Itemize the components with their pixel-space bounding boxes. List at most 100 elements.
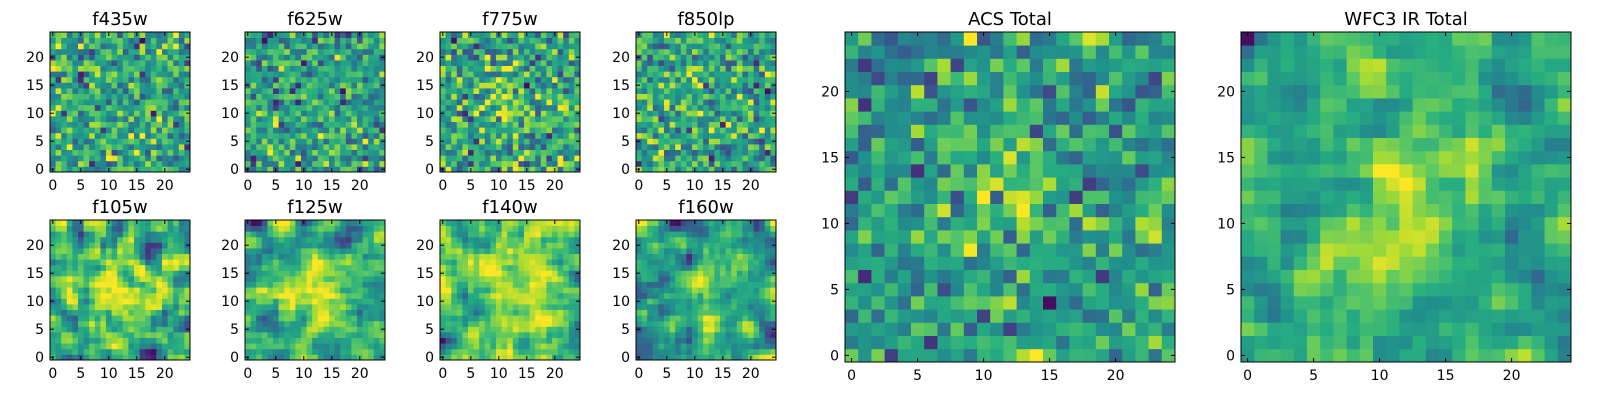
heatmap-cell (462, 88, 469, 94)
heatmap-cell (301, 104, 307, 111)
heatmap-cell (675, 99, 682, 106)
heatmap-cell (636, 343, 642, 350)
heatmap-cell (456, 149, 463, 156)
heatmap-cell (345, 132, 352, 139)
heatmap-cell (546, 326, 553, 333)
y-tick-label: 5 (230, 134, 239, 150)
heatmap-cell (490, 225, 497, 232)
heatmap-cell (150, 32, 157, 38)
heatmap-cell (139, 121, 146, 128)
heatmap-cell (636, 292, 642, 299)
heatmap-cell (267, 138, 274, 145)
heatmap-cell (479, 236, 486, 243)
heatmap-cell (647, 276, 654, 282)
heatmap-cell (692, 88, 698, 94)
heatmap-cell (692, 332, 698, 338)
heatmap-cell (574, 320, 581, 327)
heatmap-cell (162, 160, 168, 167)
heatmap-cell (351, 292, 358, 299)
heatmap-cell (312, 93, 319, 100)
heatmap-cell (162, 60, 168, 66)
heatmap-cell (692, 315, 698, 322)
heatmap-cell (184, 37, 191, 44)
heatmap-cell (312, 160, 319, 167)
heatmap-cell (368, 309, 375, 316)
heatmap-cell (323, 270, 330, 277)
heatmap-cell (484, 304, 491, 310)
heatmap-cell (83, 76, 90, 83)
heatmap-cell (267, 54, 274, 61)
heatmap-cell (128, 155, 135, 162)
heatmap-cell (256, 166, 263, 173)
heatmap-cell (317, 160, 324, 167)
heatmap-cell (675, 160, 682, 167)
heatmap-cell (764, 71, 771, 78)
heatmap-cell (66, 138, 73, 145)
heatmap-cell (94, 337, 101, 344)
heatmap-cell (351, 43, 358, 50)
heatmap-cell (692, 144, 698, 150)
heatmap-cell (145, 309, 152, 316)
heatmap-cell (557, 298, 564, 305)
heatmap-cell (680, 138, 687, 145)
heatmap-cell (323, 309, 330, 316)
heatmap-cell (345, 104, 352, 111)
heatmap-cell (306, 259, 313, 266)
heatmap-cell (742, 348, 749, 355)
heatmap-cell (697, 287, 704, 294)
heatmap-cell (317, 99, 324, 106)
heatmap-cell (720, 43, 726, 50)
heatmap-cell (568, 264, 575, 271)
heatmap-cell (379, 253, 386, 260)
heatmap-cell (78, 259, 84, 266)
heatmap-cell (94, 132, 101, 139)
heatmap-cell (301, 110, 307, 117)
heatmap-cell (451, 132, 458, 139)
heatmap-cell (490, 104, 497, 111)
heatmap-cell (680, 88, 687, 94)
heatmap-cell (759, 132, 766, 139)
heatmap-cell (512, 65, 519, 72)
heatmap-cell (312, 276, 319, 282)
heatmap-cell (720, 320, 726, 327)
heatmap-cell (686, 292, 693, 299)
heatmap-cell (94, 37, 101, 44)
heatmap-cell (261, 76, 268, 83)
heatmap-cell (764, 326, 771, 333)
heatmap-cell (535, 65, 542, 72)
heatmap-cell (362, 43, 369, 50)
heatmap-cell (686, 155, 693, 162)
heatmap-cell (312, 242, 319, 249)
heatmap-cell (250, 236, 257, 243)
heatmap-cell (535, 276, 542, 282)
heatmap-cell (61, 132, 68, 139)
heatmap-cell (468, 116, 474, 122)
heatmap-cell (759, 160, 766, 167)
heatmap-cell (301, 270, 307, 277)
heatmap-cell (317, 48, 324, 55)
heatmap-cell (759, 337, 766, 344)
heatmap-cell (278, 32, 285, 38)
heatmap-cell (680, 281, 687, 288)
heatmap-cell (557, 287, 564, 294)
heatmap-cell (440, 104, 446, 111)
x-tick-label: 15 (518, 178, 536, 194)
heatmap-cell (490, 270, 497, 277)
heatmap-cell (501, 337, 508, 344)
heatmap-cell (134, 37, 140, 44)
heatmap-cell (501, 144, 508, 150)
heatmap-cell (440, 337, 446, 344)
heatmap-cell (78, 160, 84, 167)
heatmap-cell (468, 149, 474, 156)
heatmap-cell (83, 337, 90, 344)
heatmap-cell (736, 76, 743, 83)
heatmap-cell (117, 220, 124, 226)
heatmap-cell (440, 332, 446, 338)
heatmap-cell (50, 276, 56, 282)
heatmap-cell (122, 93, 129, 100)
heatmap-cell (145, 225, 152, 232)
heatmap-cell (72, 149, 79, 156)
heatmap-cell (468, 110, 474, 117)
heatmap-cell (697, 76, 704, 83)
